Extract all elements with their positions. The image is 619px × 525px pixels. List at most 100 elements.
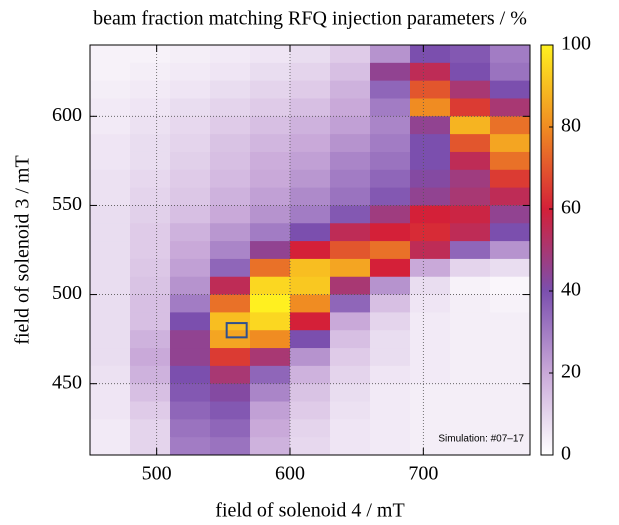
heatmap-cell — [250, 116, 291, 135]
heatmap-cell — [370, 258, 411, 278]
heatmap-cell — [330, 330, 371, 349]
heatmap-cell — [490, 312, 531, 331]
heatmap-cell — [450, 383, 491, 403]
heatmap-cell — [370, 80, 411, 99]
heatmap-cell — [210, 241, 251, 260]
heatmap-cell — [170, 401, 211, 420]
highlight-box — [225, 322, 248, 339]
heatmap-cell — [210, 169, 251, 189]
heatmap-cell — [130, 258, 171, 278]
heatmap-cell — [290, 169, 331, 189]
heatmap-cell — [210, 80, 251, 99]
heatmap-cell — [130, 294, 171, 313]
heatmap-cell — [290, 205, 331, 224]
heatmap-cell — [90, 330, 131, 349]
heatmap-cell — [330, 294, 371, 313]
heatmap-cell — [250, 151, 291, 171]
heatmap-cell — [290, 241, 331, 260]
heatmap-cell — [90, 187, 131, 206]
x-tick-label: 600 — [275, 463, 305, 485]
heatmap-cell — [170, 365, 211, 385]
plot-frame — [89, 44, 531, 456]
heatmap-cell — [370, 62, 411, 82]
heatmap-cell — [170, 80, 211, 99]
heatmap-cell — [90, 383, 131, 403]
heatmap-cell — [330, 437, 371, 456]
heatmap-cell — [410, 116, 451, 135]
heatmap-cell — [490, 187, 531, 206]
heatmap-cell — [210, 98, 251, 117]
heatmap-cell — [170, 258, 211, 278]
heatmap-cell — [250, 98, 291, 117]
heatmap-cell — [370, 223, 411, 242]
heatmap-cell — [290, 223, 331, 242]
heatmap-cell — [450, 365, 491, 385]
heatmap-cell — [130, 241, 171, 260]
heatmap-cell — [370, 45, 411, 64]
heatmap-cell — [490, 80, 531, 99]
heatmap-cell — [170, 419, 211, 438]
heatmap-cell — [90, 401, 131, 420]
heatmap-cell — [130, 80, 171, 99]
heatmap-cell — [170, 276, 211, 296]
heatmap-cell — [170, 383, 211, 403]
heatmap-cell — [330, 116, 371, 135]
heatmap-cell — [490, 365, 531, 385]
heatmap-cell — [490, 383, 531, 403]
heatmap-cell — [370, 312, 411, 331]
heatmap-cell — [290, 134, 331, 153]
heatmap-cell — [130, 187, 171, 206]
heatmap-cell — [410, 98, 451, 117]
heatmap-cell — [250, 169, 291, 189]
heatmap-cell — [90, 116, 131, 135]
heatmap-cell — [450, 330, 491, 349]
heatmap-cell — [410, 348, 451, 367]
heatmap-cell — [210, 134, 251, 153]
heatmap-cell — [130, 312, 171, 331]
heatmap-cell — [130, 116, 171, 135]
heatmap-cell — [290, 365, 331, 385]
heatmap-cell — [210, 365, 251, 385]
heatmap-cell — [210, 151, 251, 171]
heatmap-cell — [90, 348, 131, 367]
heatmap-cell — [290, 276, 331, 296]
heatmap-cell — [330, 80, 371, 99]
heatmap-cell — [330, 98, 371, 117]
heatmap-cell — [330, 45, 371, 64]
heatmap-cell — [210, 116, 251, 135]
heatmap-cell — [410, 330, 451, 349]
heatmap-cell — [490, 169, 531, 189]
heatmap-cell — [210, 401, 251, 420]
heatmap-cell — [130, 205, 171, 224]
heatmap-cell — [290, 437, 331, 456]
heatmap-cell — [290, 348, 331, 367]
heatmap-cell — [450, 312, 491, 331]
colorbar-tick-label: 20 — [561, 361, 581, 383]
annotation: Simulation: #07–17 — [438, 434, 524, 445]
heatmap-cell — [450, 401, 491, 420]
heatmap-cell — [370, 169, 411, 189]
heatmap-cell — [450, 169, 491, 189]
heatmap-cell — [130, 151, 171, 171]
heatmap-cell — [410, 437, 451, 456]
heatmap-cell — [330, 223, 371, 242]
heatmap-cell — [410, 312, 451, 331]
colorbar — [540, 44, 554, 456]
heatmap-cell — [170, 187, 211, 206]
heatmap-cell — [90, 312, 131, 331]
heatmap-cell — [490, 401, 531, 420]
heatmap-cell — [370, 116, 411, 135]
heatmap-cell — [290, 116, 331, 135]
heatmap-cell — [490, 62, 531, 82]
heatmap-cell — [490, 134, 531, 153]
heatmap-cell — [290, 419, 331, 438]
heatmap-cell — [490, 330, 531, 349]
heatmap-cell — [130, 223, 171, 242]
heatmap-cell — [370, 276, 411, 296]
heatmap-cell — [130, 330, 171, 349]
heatmap-cell — [490, 223, 531, 242]
heatmap-cell — [330, 241, 371, 260]
heatmap-cell — [290, 401, 331, 420]
heatmap-cell — [410, 187, 451, 206]
